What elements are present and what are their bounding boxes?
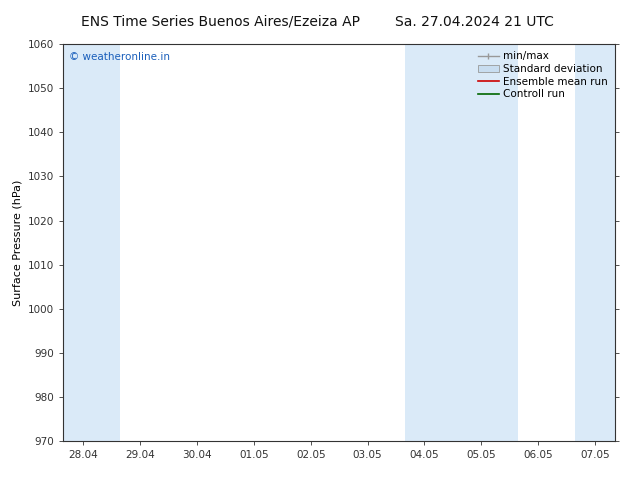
Bar	[63, 44, 120, 441]
Text: ENS Time Series Buenos Aires/Ezeiza AP        Sa. 27.04.2024 21 UTC: ENS Time Series Buenos Aires/Ezeiza AP S…	[81, 15, 553, 29]
Legend: min/max, Standard deviation, Ensemble mean run, Controll run: min/max, Standard deviation, Ensemble me…	[476, 49, 610, 101]
Text: © weatheronline.in: © weatheronline.in	[69, 52, 170, 62]
Y-axis label: Surface Pressure (hPa): Surface Pressure (hPa)	[13, 179, 23, 306]
Bar	[404, 44, 519, 441]
Bar	[575, 44, 615, 441]
